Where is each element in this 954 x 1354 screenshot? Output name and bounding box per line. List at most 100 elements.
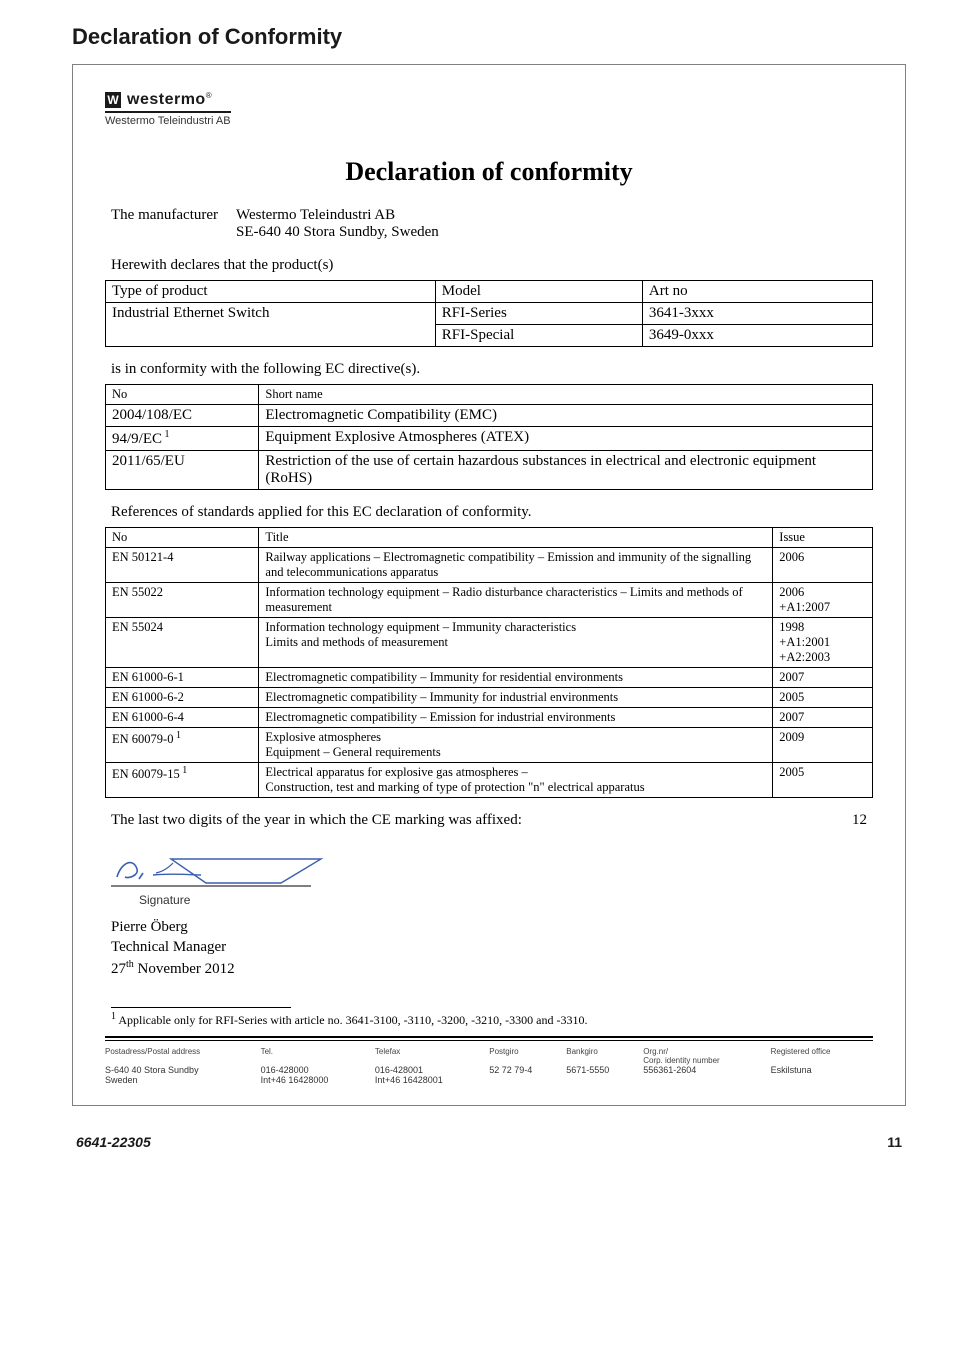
- manufacturer-address: SE-640 40 Stora Sundby, Sweden: [236, 224, 439, 241]
- signer-title: Technical Manager: [111, 937, 873, 957]
- signer-name: Pierre Öberg: [111, 917, 873, 937]
- table-cell: Information technology equipment – Immun…: [259, 618, 773, 668]
- footer-label: Registered office: [771, 1047, 873, 1065]
- footer-value: S-640 40 Stora Sundby: [105, 1065, 261, 1075]
- footer-label: Org.nr/Corp. identity number: [643, 1047, 770, 1065]
- signature-icon: [111, 843, 331, 891]
- table-cell: Restriction of the use of certain hazard…: [259, 451, 873, 490]
- product-table: Type of productModelArt no Industrial Eth…: [105, 280, 873, 347]
- table-header: Type of product: [106, 281, 436, 303]
- footer-value: [489, 1075, 566, 1085]
- footer-value: 016-428000: [261, 1065, 375, 1075]
- footer-value: 556361-2604: [643, 1065, 770, 1075]
- table-cell: 2005: [773, 688, 873, 708]
- footer-value: [771, 1075, 873, 1085]
- ce-marking-year: 12: [852, 812, 867, 829]
- ce-marking-line: The last two digits of the year in which…: [111, 812, 867, 829]
- directive-table: NoShort name2004/108/ECElectromagnetic C…: [105, 384, 873, 490]
- table-cell: 2011/65/EU: [106, 451, 259, 490]
- logo-text: westermo®: [127, 91, 212, 109]
- table-header: Model: [435, 281, 642, 303]
- page-number-right: 11: [887, 1134, 902, 1150]
- footer-label: Postgiro: [489, 1047, 566, 1065]
- manufacturer-body: Westermo Teleindustri AB SE-640 40 Stora…: [236, 207, 439, 241]
- footer-value: Int+46 16428001: [375, 1075, 489, 1085]
- footer-label: Tel.: [261, 1047, 375, 1065]
- footer-rule-top: [105, 1036, 873, 1038]
- page-number-left: 6641-22305: [76, 1134, 151, 1150]
- table-cell: EN 55024: [106, 618, 259, 668]
- footer-rule-thin: [105, 1040, 873, 1041]
- ce-marking-text: The last two digits of the year in which…: [111, 812, 522, 829]
- logo-mark-icon: W: [105, 92, 121, 108]
- footer-value: [566, 1075, 643, 1085]
- table-cell: EN 61000-6-2: [106, 688, 259, 708]
- table-cell: 2006+A1:2007: [773, 583, 873, 618]
- table-cell: Electromagnetic compatibility – Emission…: [259, 708, 773, 728]
- page-footer: 6641-22305 11: [72, 1134, 906, 1150]
- table-cell: Industrial Ethernet Switch: [106, 303, 436, 347]
- table-cell: Explosive atmospheresEquipment – General…: [259, 728, 773, 763]
- table-cell: RFI-Special: [435, 325, 642, 347]
- table-cell: Electromagnetic compatibility – Immunity…: [259, 688, 773, 708]
- signer-block: Pierre Öberg Technical Manager 27th Nove…: [111, 917, 873, 979]
- table-cell: 2004/108/EC: [106, 405, 259, 427]
- section-heading: Declaration of Conformity: [72, 24, 906, 50]
- document-title: Declaration of conformity: [105, 157, 873, 187]
- footer-value: Eskilstuna: [771, 1065, 873, 1075]
- table-cell: EN 61000-6-1: [106, 668, 259, 688]
- document-frame: W westermo® Westermo Teleindustri AB Dec…: [72, 64, 906, 1106]
- table-cell: 3641-3xxx: [642, 303, 872, 325]
- signature-block: Signature: [111, 843, 873, 907]
- table-cell: EN 60079-15 1: [106, 763, 259, 798]
- table-cell: RFI-Series: [435, 303, 642, 325]
- table-header: Issue: [773, 528, 873, 548]
- table-cell: 1998+A1:2001+A2:2003: [773, 618, 873, 668]
- manufacturer-block: The manufacturer Westermo Teleindustri A…: [111, 207, 873, 241]
- table-cell: Electromagnetic Compatibility (EMC): [259, 405, 873, 427]
- manufacturer-name: Westermo Teleindustri AB: [236, 207, 439, 224]
- table-cell: 2005: [773, 763, 873, 798]
- table-cell: Electrical apparatus for explosive gas a…: [259, 763, 773, 798]
- table-cell: EN 61000-6-4: [106, 708, 259, 728]
- table-header: No: [106, 528, 259, 548]
- footer-value: Sweden: [105, 1075, 261, 1085]
- table-cell: Electromagnetic compatibility – Immunity…: [259, 668, 773, 688]
- table-cell: Information technology equipment – Radio…: [259, 583, 773, 618]
- footer-label: Bankgiro: [566, 1047, 643, 1065]
- logo: W westermo®: [105, 91, 873, 109]
- footer-label: Telefax: [375, 1047, 489, 1065]
- table-header: Art no: [642, 281, 872, 303]
- footer-value: 5671-5550: [566, 1065, 643, 1075]
- table-cell: 3649-0xxx: [642, 325, 872, 347]
- manufacturer-label: The manufacturer: [111, 207, 218, 241]
- table-cell: 2006: [773, 548, 873, 583]
- footer-value: [643, 1075, 770, 1085]
- footnote-rule: [111, 1007, 291, 1008]
- footer-table: Postadress/Postal addressTel.TelefaxPost…: [105, 1047, 873, 1085]
- table-cell: 2007: [773, 668, 873, 688]
- table-cell: Railway applications – Electromagnetic c…: [259, 548, 773, 583]
- conformity-line: is in conformity with the following EC d…: [111, 361, 873, 378]
- table-cell: 2009: [773, 728, 873, 763]
- footer-value: 016-428001: [375, 1065, 489, 1075]
- table-header: No: [106, 385, 259, 405]
- footer-value: 52 72 79-4: [489, 1065, 566, 1075]
- table-cell: EN 50121-4: [106, 548, 259, 583]
- table-cell: 94/9/EC 1: [106, 427, 259, 451]
- table-cell: EN 55022: [106, 583, 259, 618]
- table-cell: Equipment Explosive Atmospheres (ATEX): [259, 427, 873, 451]
- signer-date: 27th November 2012: [111, 958, 873, 979]
- table-header: Short name: [259, 385, 873, 405]
- logo-subline: Westermo Teleindustri AB: [105, 111, 231, 127]
- references-line: References of standards applied for this…: [111, 504, 873, 521]
- table-header: Title: [259, 528, 773, 548]
- footnote: 1 Applicable only for RFI-Series with ar…: [111, 1011, 873, 1028]
- signature-label: Signature: [139, 893, 873, 907]
- footer-label: Postadress/Postal address: [105, 1047, 261, 1065]
- footer-value: Int+46 16428000: [261, 1075, 375, 1085]
- table-cell: 2007: [773, 708, 873, 728]
- standards-table: NoTitleIssue EN 50121-4Railway applicatio…: [105, 527, 873, 798]
- table-cell: EN 60079-0 1: [106, 728, 259, 763]
- declares-line: Herewith declares that the product(s): [111, 257, 873, 274]
